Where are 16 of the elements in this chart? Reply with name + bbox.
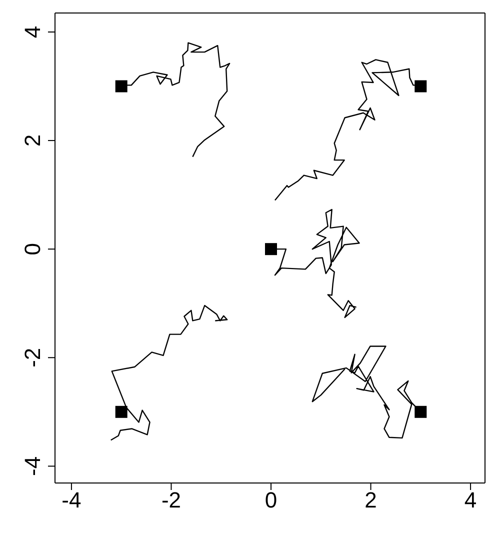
y-tick-label: -2 bbox=[20, 348, 45, 368]
point bbox=[414, 406, 427, 418]
point bbox=[265, 243, 277, 256]
x-tick-label: -4 bbox=[62, 488, 82, 513]
x-tick-label: -2 bbox=[161, 488, 182, 513]
y-tick-label: -4 bbox=[20, 456, 45, 476]
point bbox=[115, 406, 128, 418]
x-tick-label: 4 bbox=[464, 488, 477, 513]
y-tick-label: 4 bbox=[20, 26, 45, 38]
y-tick-label: 0 bbox=[20, 242, 45, 256]
point bbox=[414, 80, 427, 92]
x-tick-label: 0 bbox=[264, 488, 278, 513]
line-series bbox=[110, 304, 228, 441]
point bbox=[115, 80, 128, 92]
x-tick-label: 2 bbox=[364, 488, 377, 513]
y-tick-label: 2 bbox=[20, 134, 45, 147]
